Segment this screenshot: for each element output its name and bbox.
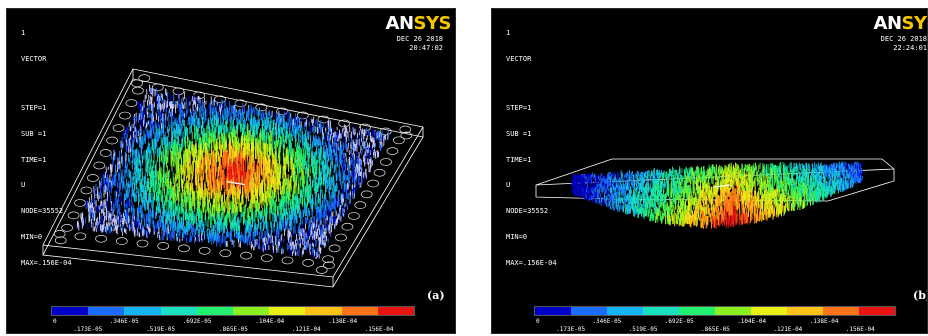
info-step: STEP=1 — [21, 103, 47, 112]
info-node: NODE=35552 — [21, 207, 64, 216]
vector-plot-top-view — [42, 68, 424, 288]
legend-tick-label: .121E-04 — [291, 326, 321, 333]
legend-tick-label: .104E-04 — [255, 318, 285, 325]
legend-swatch — [607, 307, 643, 315]
legend-tick-label: .865E-05 — [701, 326, 730, 333]
logo-text-an: AN — [385, 13, 415, 34]
legend-swatch — [196, 307, 234, 315]
legend-tick-label: .865E-05 — [219, 326, 248, 333]
legend-color-bar — [51, 306, 415, 316]
center-marker — [713, 184, 731, 188]
legend-tick-label: .156E-04 — [845, 326, 875, 333]
plot-type: VECTOR — [506, 54, 532, 63]
legend-swatch — [52, 307, 89, 315]
legend-swatch — [377, 307, 415, 315]
legend-tick-label: .173E-05 — [556, 326, 586, 333]
legend-swatch — [571, 307, 607, 315]
legend-swatch — [715, 307, 751, 315]
legend-swatch — [305, 307, 342, 315]
figure-label: (b) — [913, 289, 927, 302]
legend-tick-label: .692E-05 — [664, 318, 694, 325]
legend-tick-label: .104E-04 — [737, 318, 767, 325]
info-max: MAX=.156E-04 — [506, 258, 557, 267]
legend-tick-label: .519E-05 — [146, 326, 176, 333]
legend-swatch — [124, 307, 161, 315]
legend-swatch — [751, 307, 787, 315]
legend-tick-label: .138E-04 — [328, 318, 358, 325]
center-marker — [226, 181, 246, 186]
legend-swatch — [823, 307, 859, 315]
figure-panel-a: 1 VECTOR STEP=1 SUB =1 TIME=1 U NODE=355… — [6, 8, 456, 334]
info-sub: SUB =1 — [21, 129, 47, 138]
time-text: 22:24:01 — [893, 44, 927, 52]
info-min: MIN=0 — [21, 232, 43, 241]
plot-info-block: 1 VECTOR STEP=1 SUB =1 TIME=1 U NODE=355… — [506, 12, 557, 284]
plot-info-block: 1 VECTOR STEP=1 SUB =1 TIME=1 U NODE=355… — [21, 12, 72, 284]
bolt-holes — [53, 74, 413, 274]
ansys-logo: ANSYS — [873, 13, 927, 34]
legend-tick-label: .692E-05 — [182, 318, 212, 325]
legend-color-bar — [534, 306, 896, 316]
legend-swatch — [679, 307, 715, 315]
date-text: DEC 26 2018 — [880, 35, 927, 43]
info-dof: U — [21, 181, 26, 190]
vector-plot-side-view — [535, 158, 895, 229]
legend-swatch — [269, 307, 306, 315]
legend-tick-label: .138E-04 — [809, 318, 839, 325]
figure-panel-b: 1 VECTOR STEP=1 SUB =1 TIME=1 U NODE=355… — [491, 8, 928, 334]
logo-text-an: AN — [873, 13, 903, 34]
legend-swatch — [787, 307, 823, 315]
legend-swatch — [535, 307, 571, 315]
info-step: STEP=1 — [506, 103, 532, 112]
legend-swatch — [341, 307, 378, 315]
info-dof: U — [506, 181, 511, 190]
legend-tick-label: .121E-04 — [773, 326, 803, 333]
legend-tick-label: 0 — [536, 318, 540, 325]
plot-type: VECTOR — [21, 54, 47, 63]
legend-tick-label: .156E-04 — [364, 326, 394, 333]
timestamp: DEC 26 2018 20:47:02 — [397, 35, 443, 53]
legend-swatch — [643, 307, 679, 315]
plot-number: 1 — [21, 29, 26, 38]
info-max: MAX=.156E-04 — [21, 258, 72, 267]
info-min: MIN=0 — [506, 232, 528, 241]
info-sub: SUB =1 — [506, 129, 532, 138]
date-text: DEC 26 2018 — [396, 35, 443, 43]
ansys-logo: ANSYS — [385, 13, 452, 34]
color-legend: 0 .346E-05 .692E-05 .104E-04 .138E-04 .173E-0… — [51, 306, 453, 333]
legend-swatch — [88, 307, 125, 315]
legend-tick-label: .519E-05 — [628, 326, 658, 333]
logo-text-sys: SYS — [413, 13, 452, 34]
legend-tick-label: .173E-05 — [73, 326, 103, 333]
legend-tick-label: .346E-05 — [109, 318, 139, 325]
plot-number: 1 — [506, 29, 511, 38]
legend-tick-label: 0 — [53, 318, 57, 325]
displacement-vectors — [570, 161, 864, 229]
plate-outline — [42, 68, 424, 288]
figure-label: (a) — [427, 289, 445, 302]
info-node: NODE=35552 — [506, 207, 549, 216]
time-text: 20:47:02 — [409, 44, 443, 52]
logo-text-sys: SYS — [901, 13, 927, 34]
info-time: TIME=1 — [21, 155, 47, 164]
legend-swatch — [160, 307, 197, 315]
info-time: TIME=1 — [506, 155, 532, 164]
color-legend: 0 .346E-05 .692E-05 .104E-04 .138E-04 .173E-0… — [534, 306, 927, 333]
timestamp: DEC 26 2018 22:24:01 — [881, 35, 927, 53]
displacement-vectors — [76, 84, 389, 259]
legend-swatch — [233, 307, 270, 315]
legend-tick-label: .346E-05 — [592, 318, 622, 325]
legend-swatch — [859, 307, 895, 315]
